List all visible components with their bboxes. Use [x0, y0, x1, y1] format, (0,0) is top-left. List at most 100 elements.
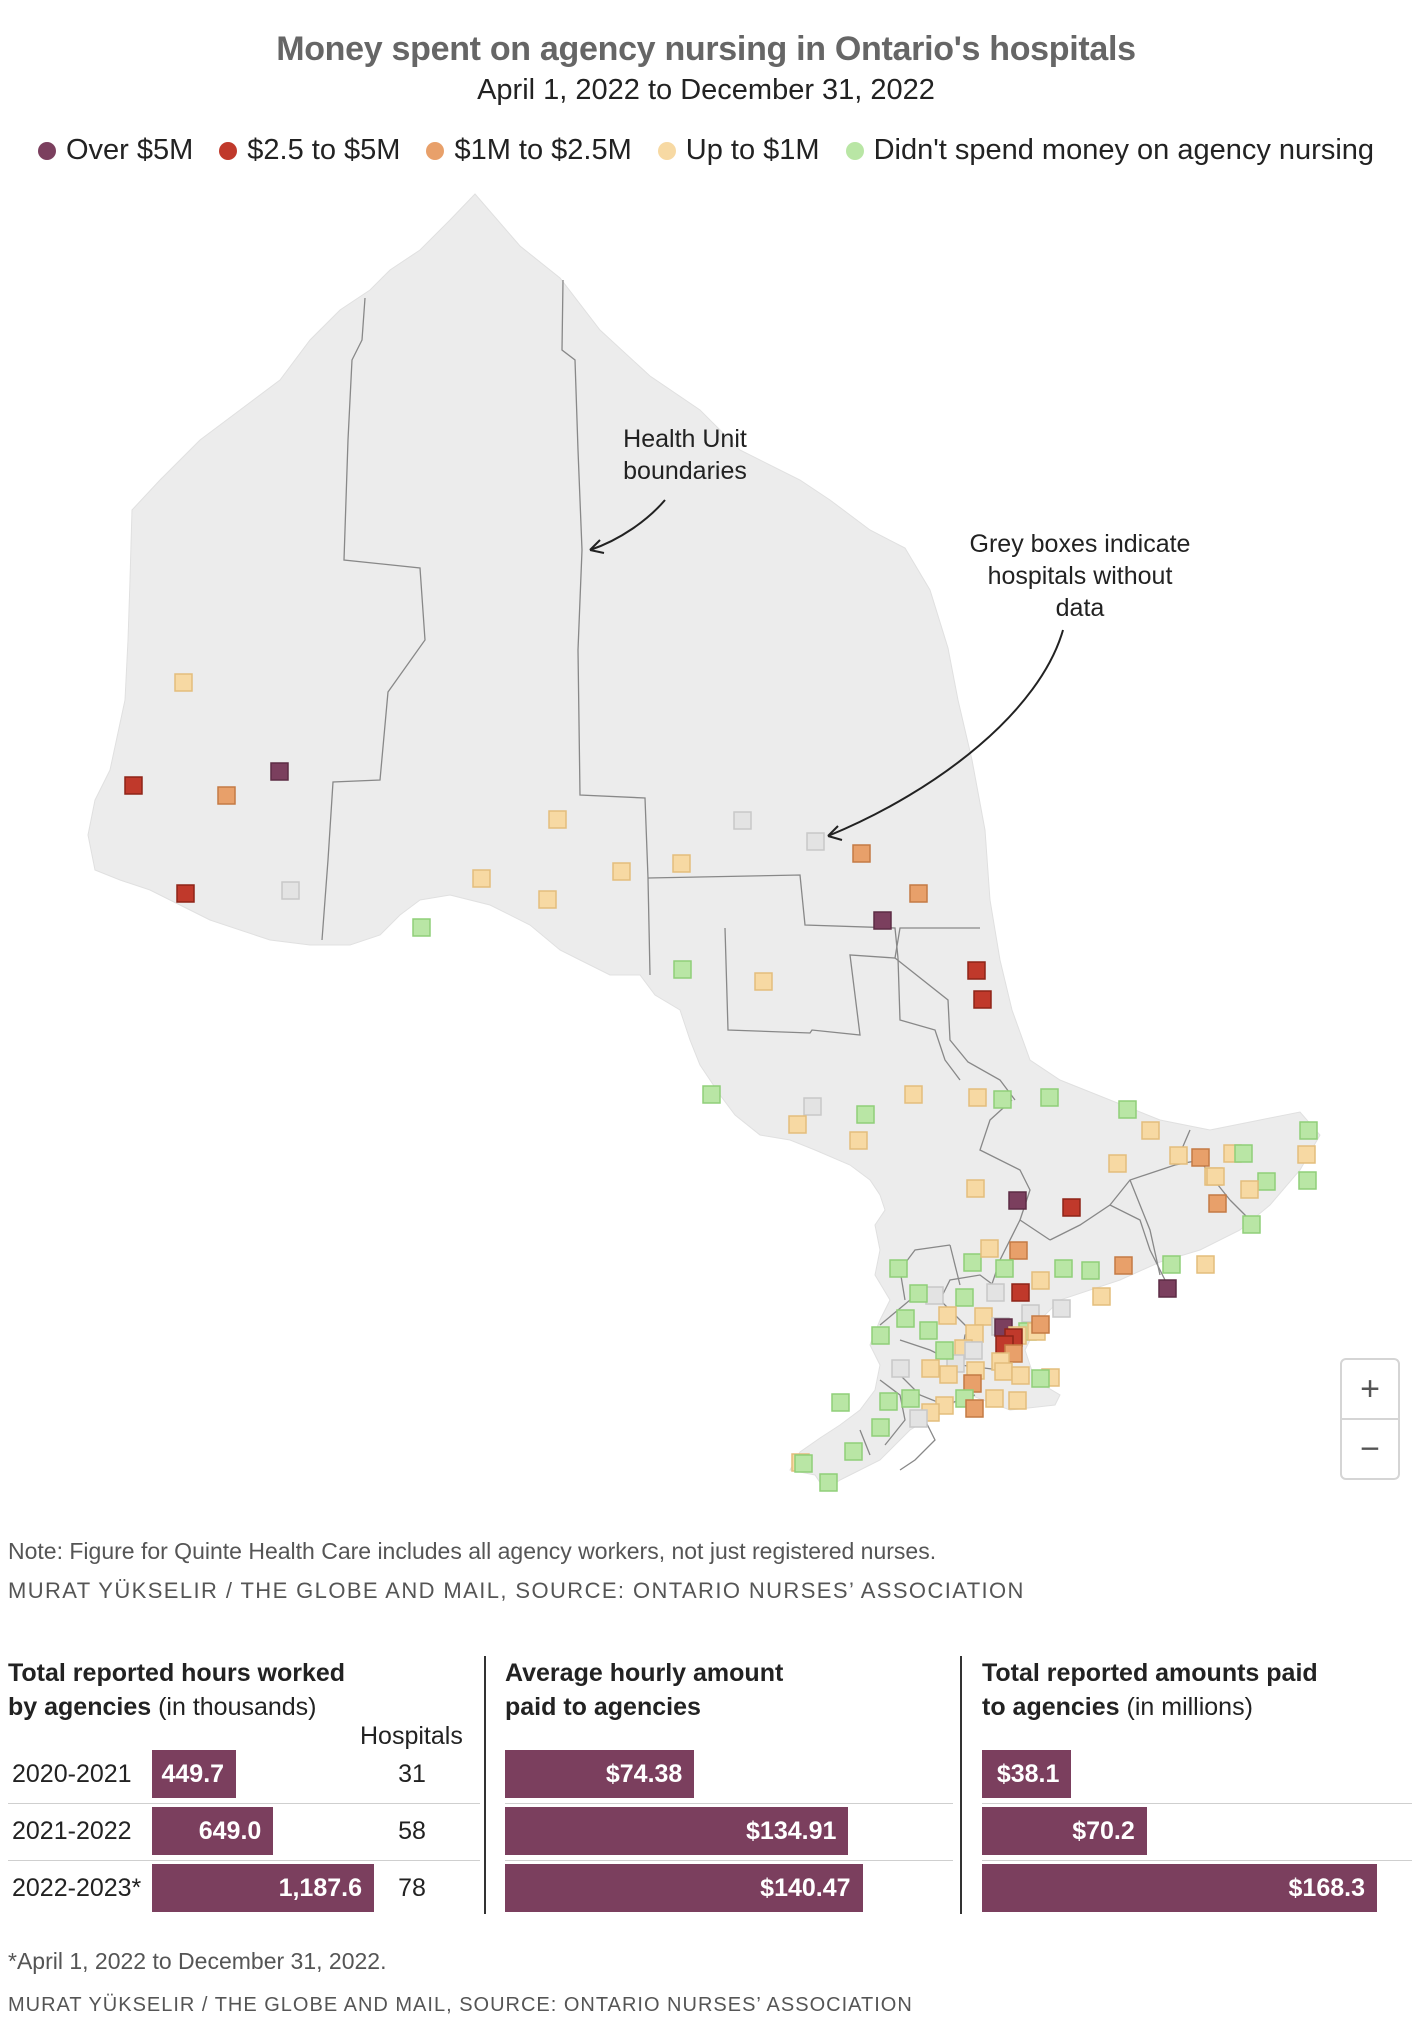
marker-2-5-to-5m[interactable]	[973, 990, 992, 1009]
marker-1m-to-2-5m[interactable]	[965, 1399, 984, 1418]
marker-no-spend[interactable]	[963, 1253, 982, 1272]
marker-up-to-1m[interactable]	[472, 869, 491, 888]
marker-no-spend[interactable]	[935, 1341, 954, 1360]
marker-up-to-1m[interactable]	[1011, 1366, 1030, 1385]
marker-no-spend[interactable]	[844, 1442, 863, 1461]
chart-title: Money spent on agency nursing in Ontario…	[276, 30, 1136, 68]
marker-no-spend[interactable]	[1257, 1172, 1276, 1191]
marker-up-to-1m[interactable]	[980, 1239, 999, 1258]
row-divider	[8, 1860, 480, 1861]
marker-up-to-1m[interactable]	[754, 972, 773, 991]
marker-no-spend[interactable]	[794, 1454, 813, 1473]
marker-no-spend[interactable]	[871, 1418, 890, 1437]
marker-no-spend[interactable]	[993, 1090, 1012, 1109]
marker-no-data[interactable]	[909, 1409, 928, 1428]
marker-2-5-to-5m[interactable]	[1011, 1283, 1030, 1302]
marker-no-data[interactable]	[891, 1359, 910, 1378]
marker-1m-to-2-5m[interactable]	[1009, 1241, 1028, 1260]
marker-up-to-1m[interactable]	[968, 1088, 987, 1107]
marker-no-spend[interactable]	[1298, 1171, 1317, 1190]
marker-2-5-to-5m[interactable]	[1062, 1198, 1081, 1217]
marker-no-data[interactable]	[733, 811, 752, 830]
zoom-in-button[interactable]: +	[1360, 1369, 1380, 1408]
marker-over-5m[interactable]	[873, 911, 892, 930]
marker-no-data[interactable]	[806, 832, 825, 851]
marker-1m-to-2-5m[interactable]	[852, 844, 871, 863]
marker-up-to-1m[interactable]	[1108, 1154, 1127, 1173]
marker-up-to-1m[interactable]	[904, 1085, 923, 1104]
marker-no-spend[interactable]	[1118, 1100, 1137, 1119]
marker-no-spend[interactable]	[1299, 1121, 1318, 1140]
ontario-map[interactable]	[0, 180, 1412, 1500]
marker-up-to-1m[interactable]	[939, 1365, 958, 1384]
marker-2-5-to-5m[interactable]	[176, 884, 195, 903]
hours-bar: 649.0	[152, 1807, 274, 1855]
zoom-out-button[interactable]: −	[1342, 1418, 1398, 1478]
marker-no-spend[interactable]	[1040, 1088, 1059, 1107]
marker-up-to-1m[interactable]	[1206, 1167, 1225, 1186]
marker-up-to-1m[interactable]	[548, 810, 567, 829]
legend-item-2-5-to-5m: $2.5 to $5M	[219, 134, 400, 167]
marker-up-to-1m[interactable]	[966, 1179, 985, 1198]
marker-2-5-to-5m[interactable]	[124, 776, 143, 795]
marker-up-to-1m[interactable]	[538, 890, 557, 909]
marker-no-spend[interactable]	[673, 960, 692, 979]
marker-1m-to-2-5m[interactable]	[217, 786, 236, 805]
row-divider	[982, 1803, 1412, 1804]
marker-no-data[interactable]	[925, 1286, 944, 1305]
marker-no-data[interactable]	[986, 1283, 1005, 1302]
marker-no-data[interactable]	[803, 1097, 822, 1116]
marker-no-spend[interactable]	[879, 1392, 898, 1411]
marker-no-spend[interactable]	[1242, 1215, 1261, 1234]
marker-no-spend[interactable]	[995, 1259, 1014, 1278]
marker-up-to-1m[interactable]	[1297, 1145, 1316, 1164]
marker-up-to-1m[interactable]	[985, 1389, 1004, 1408]
marker-up-to-1m[interactable]	[1008, 1391, 1027, 1410]
marker-1m-to-2-5m[interactable]	[909, 884, 928, 903]
marker-no-spend[interactable]	[871, 1326, 890, 1345]
marker-no-spend[interactable]	[831, 1393, 850, 1412]
marker-no-spend[interactable]	[856, 1105, 875, 1124]
marker-over-5m[interactable]	[270, 762, 289, 781]
marker-over-5m[interactable]	[1158, 1279, 1177, 1298]
marker-no-spend[interactable]	[1031, 1369, 1050, 1388]
marker-no-spend[interactable]	[955, 1288, 974, 1307]
marker-no-data[interactable]	[964, 1341, 983, 1360]
marker-1m-to-2-5m[interactable]	[1191, 1148, 1210, 1167]
marker-no-spend[interactable]	[909, 1284, 928, 1303]
marker-no-spend[interactable]	[1081, 1261, 1100, 1280]
marker-1m-to-2-5m[interactable]	[1114, 1256, 1133, 1275]
marker-no-spend[interactable]	[889, 1259, 908, 1278]
marker-up-to-1m[interactable]	[1092, 1287, 1111, 1306]
marker-up-to-1m[interactable]	[921, 1359, 940, 1378]
marker-up-to-1m[interactable]	[788, 1115, 807, 1134]
marker-no-spend[interactable]	[901, 1389, 920, 1408]
marker-no-spend[interactable]	[896, 1309, 915, 1328]
marker-up-to-1m[interactable]	[974, 1307, 993, 1326]
marker-no-spend[interactable]	[1054, 1259, 1073, 1278]
marker-no-spend[interactable]	[702, 1085, 721, 1104]
marker-up-to-1m[interactable]	[849, 1131, 868, 1150]
marker-up-to-1m[interactable]	[938, 1306, 957, 1325]
marker-up-to-1m[interactable]	[612, 862, 631, 881]
marker-no-spend[interactable]	[1162, 1255, 1181, 1274]
marker-no-spend[interactable]	[919, 1321, 938, 1340]
marker-up-to-1m[interactable]	[672, 854, 691, 873]
marker-over-5m[interactable]	[1008, 1191, 1027, 1210]
hospital-markers[interactable]	[124, 673, 1318, 1492]
marker-up-to-1m[interactable]	[1196, 1255, 1215, 1274]
marker-up-to-1m[interactable]	[1169, 1146, 1188, 1165]
marker-2-5-to-5m[interactable]	[967, 961, 986, 980]
marker-up-to-1m[interactable]	[1141, 1121, 1160, 1140]
marker-up-to-1m[interactable]	[1031, 1271, 1050, 1290]
marker-no-spend[interactable]	[1234, 1144, 1253, 1163]
marker-up-to-1m[interactable]	[994, 1362, 1013, 1381]
marker-no-spend[interactable]	[412, 918, 431, 937]
marker-1m-to-2-5m[interactable]	[1031, 1315, 1050, 1334]
marker-no-data[interactable]	[1052, 1299, 1071, 1318]
marker-up-to-1m[interactable]	[1240, 1180, 1259, 1199]
marker-no-spend[interactable]	[819, 1473, 838, 1492]
marker-1m-to-2-5m[interactable]	[1208, 1194, 1227, 1213]
marker-no-data[interactable]	[281, 881, 300, 900]
marker-up-to-1m[interactable]	[174, 673, 193, 692]
